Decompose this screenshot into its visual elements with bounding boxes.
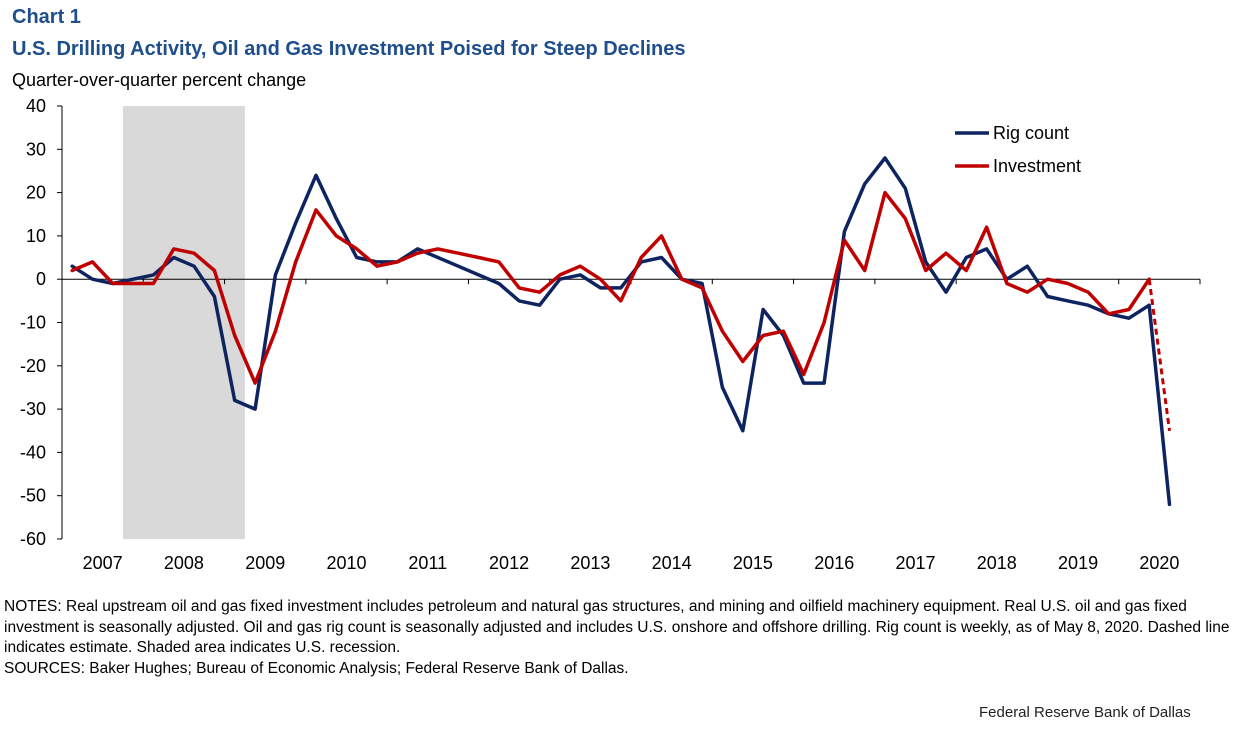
y-tick-label: 0 [36, 269, 46, 289]
x-tick-label: 2016 [814, 553, 854, 573]
chart-title: U.S. Drilling Activity, Oil and Gas Inve… [12, 38, 686, 60]
series-estimate-investment [1147, 279, 1171, 431]
x-tick-label: 2009 [245, 553, 285, 573]
y-tick-label: 30 [26, 139, 46, 159]
y-tick-label: 40 [26, 96, 46, 116]
x-tick-label: 2020 [1139, 553, 1179, 573]
y-tick-label: -60 [20, 529, 46, 549]
legend-label-rig-count: Rig count [993, 123, 1069, 143]
y-tick-label: -10 [20, 313, 46, 333]
source-credit: Federal Reserve Bank of Dallas [979, 704, 1191, 721]
y-tick-label: -20 [20, 356, 46, 376]
notes-text: NOTES: Real upstream oil and gas fixed i… [4, 598, 1230, 656]
y-tick-label: 10 [26, 226, 46, 246]
x-tick-label: 2010 [326, 553, 366, 573]
sources-text: SOURCES: Baker Hughes; Bureau of Economi… [4, 659, 629, 677]
x-tick-label: 2011 [408, 553, 447, 573]
x-tick-label: 2012 [489, 553, 529, 573]
chart-label: Chart 1 [12, 6, 81, 28]
y-axis-label: Quarter-over-quarter percent change [12, 70, 307, 90]
series-line-investment [70, 190, 1151, 385]
x-tick-label: 2017 [895, 553, 935, 573]
y-tick-label: -30 [20, 399, 46, 419]
x-tick-label: 2014 [652, 553, 692, 573]
chart-notes: NOTES: Real upstream oil and gas fixed i… [4, 597, 1244, 679]
y-tick-label: -40 [20, 442, 46, 462]
x-tick-label: 2008 [164, 553, 204, 573]
y-tick-label: -50 [20, 486, 46, 506]
x-tick-label: 2013 [570, 553, 610, 573]
x-tick-label: 2019 [1058, 553, 1098, 573]
series-line-rig-count [70, 156, 1172, 507]
y-tick-label: 20 [26, 183, 46, 203]
legend-label-investment: Investment [993, 156, 1081, 176]
x-tick-label: 2007 [83, 553, 123, 573]
x-tick-label: 2018 [977, 553, 1017, 573]
x-tick-label: 2015 [733, 553, 773, 573]
recession-shading [122, 106, 245, 539]
